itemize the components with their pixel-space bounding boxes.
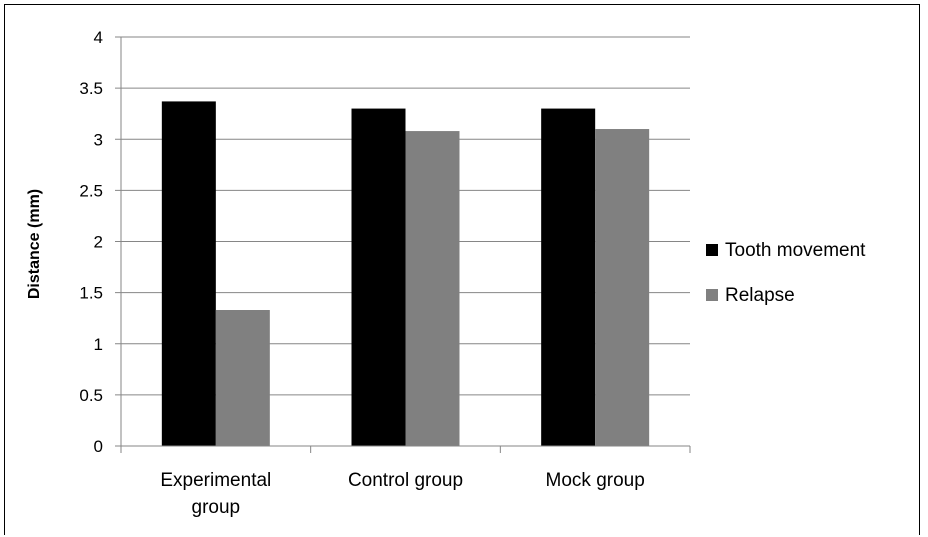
bar-tooth-movement bbox=[541, 108, 596, 446]
axes bbox=[120, 37, 691, 453]
y-tick-label: 1.5 bbox=[79, 284, 103, 303]
bar-tooth-movement bbox=[161, 101, 216, 446]
y-tick-label: 0 bbox=[94, 437, 103, 456]
y-tick-label: 2 bbox=[94, 233, 103, 252]
x-category-label: Experimental bbox=[160, 470, 271, 491]
legend-swatch bbox=[706, 289, 718, 301]
legend-label: Relapse bbox=[725, 285, 795, 306]
bar-relapse bbox=[215, 310, 270, 446]
y-tick-label: 1 bbox=[94, 335, 103, 354]
y-tick-label: 3.5 bbox=[79, 79, 103, 98]
legend-label: Tooth movement bbox=[725, 240, 866, 261]
x-category-label: group bbox=[192, 497, 241, 518]
bars bbox=[161, 101, 650, 446]
x-category-label: Mock group bbox=[546, 470, 645, 491]
bar-relapse bbox=[595, 129, 650, 446]
y-axis-title: Distance (mm) bbox=[26, 189, 43, 299]
y-axis-ticks: 0 0.5 1 1.5 2 2.5 3 3.5 4 bbox=[79, 28, 121, 456]
legend-swatch bbox=[706, 244, 718, 256]
bar-tooth-movement bbox=[351, 108, 406, 446]
y-tick-label: 2.5 bbox=[79, 181, 103, 200]
y-tick-label: 4 bbox=[94, 28, 103, 47]
x-axis-labels: Experimental group Control group Mock group bbox=[160, 470, 644, 518]
x-category-label: Control group bbox=[348, 470, 463, 491]
y-tick-label: 3 bbox=[94, 130, 103, 149]
bar-relapse bbox=[405, 131, 460, 446]
y-tick-label: 0.5 bbox=[79, 386, 103, 405]
legend: Tooth movement Relapse bbox=[706, 240, 866, 306]
